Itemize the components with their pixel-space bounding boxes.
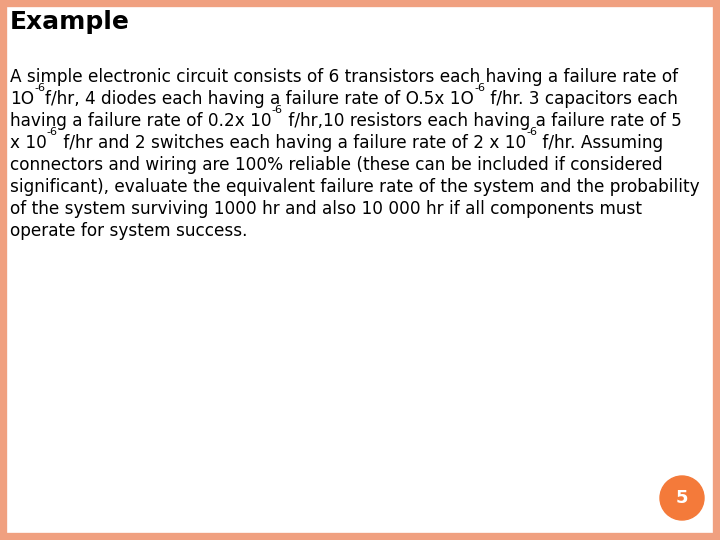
Text: 1O: 1O — [10, 90, 34, 108]
Text: significant), evaluate the equivalent failure rate of the system and the probabi: significant), evaluate the equivalent fa… — [10, 178, 700, 196]
Text: x 10: x 10 — [10, 134, 47, 152]
Text: -6: -6 — [271, 105, 283, 115]
Text: 5: 5 — [676, 489, 688, 507]
Text: f/hr, 4 diodes each having a failure rate of O.5x 1O: f/hr, 4 diodes each having a failure rat… — [45, 90, 474, 108]
Text: -6: -6 — [526, 127, 537, 137]
Text: -6: -6 — [47, 127, 58, 137]
Text: -6: -6 — [474, 83, 485, 93]
Text: of the system surviving 1000 hr and also 10 000 hr if all components must: of the system surviving 1000 hr and also… — [10, 200, 642, 218]
Text: f/hr. 3 capacitors each: f/hr. 3 capacitors each — [485, 90, 678, 108]
Text: A simple electronic circuit consists of 6 transistors each having a failure rate: A simple electronic circuit consists of … — [10, 68, 678, 86]
Text: Example: Example — [10, 10, 130, 34]
Text: f/hr and 2 switches each having a failure rate of 2 x 10: f/hr and 2 switches each having a failur… — [58, 134, 526, 152]
Text: f/hr,10 resistors each having a failure rate of 5: f/hr,10 resistors each having a failure … — [283, 112, 682, 130]
Text: connectors and wiring are 100% reliable (these can be included if considered: connectors and wiring are 100% reliable … — [10, 156, 662, 174]
Text: operate for system success.: operate for system success. — [10, 222, 248, 240]
Text: -6: -6 — [34, 83, 45, 93]
Text: having a failure rate of 0.2x 10: having a failure rate of 0.2x 10 — [10, 112, 271, 130]
Text: f/hr. Assuming: f/hr. Assuming — [537, 134, 663, 152]
Circle shape — [660, 476, 704, 520]
